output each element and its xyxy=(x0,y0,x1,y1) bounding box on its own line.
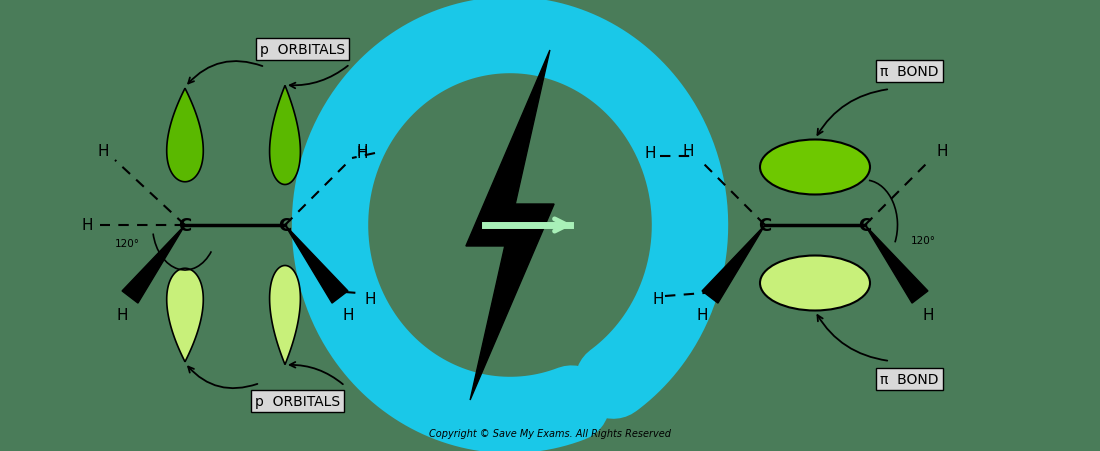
Polygon shape xyxy=(167,89,204,182)
Text: H: H xyxy=(81,218,92,233)
Text: 120°: 120° xyxy=(911,235,935,245)
Text: H: H xyxy=(117,308,128,323)
Ellipse shape xyxy=(760,256,870,311)
Polygon shape xyxy=(270,266,300,365)
Text: π  BOND: π BOND xyxy=(880,372,938,386)
Text: H: H xyxy=(696,308,707,323)
Text: H: H xyxy=(682,143,694,158)
Text: C: C xyxy=(278,216,292,235)
Text: p  ORBITALS: p ORBITALS xyxy=(255,394,340,408)
Text: C: C xyxy=(178,216,191,235)
Text: H: H xyxy=(652,292,663,307)
Polygon shape xyxy=(865,226,928,304)
Polygon shape xyxy=(285,226,348,304)
Polygon shape xyxy=(466,51,554,400)
Polygon shape xyxy=(122,226,185,304)
Text: Copyright © Save My Exams. All Rights Reserved: Copyright © Save My Exams. All Rights Re… xyxy=(429,428,671,438)
Polygon shape xyxy=(702,226,764,304)
Text: C: C xyxy=(758,216,771,235)
Text: C: C xyxy=(858,216,871,235)
Polygon shape xyxy=(167,269,204,362)
Polygon shape xyxy=(270,86,300,185)
Ellipse shape xyxy=(760,140,870,195)
Text: H: H xyxy=(364,292,376,307)
Text: H: H xyxy=(645,146,656,161)
Text: H: H xyxy=(97,143,109,158)
Text: H: H xyxy=(922,308,934,323)
Text: H: H xyxy=(342,308,354,323)
Text: 120°: 120° xyxy=(114,239,140,249)
Text: H: H xyxy=(356,143,367,158)
Text: p  ORBITALS: p ORBITALS xyxy=(260,43,345,57)
Text: π  BOND: π BOND xyxy=(880,65,938,79)
Text: H: H xyxy=(356,146,367,161)
Text: H: H xyxy=(936,143,948,158)
